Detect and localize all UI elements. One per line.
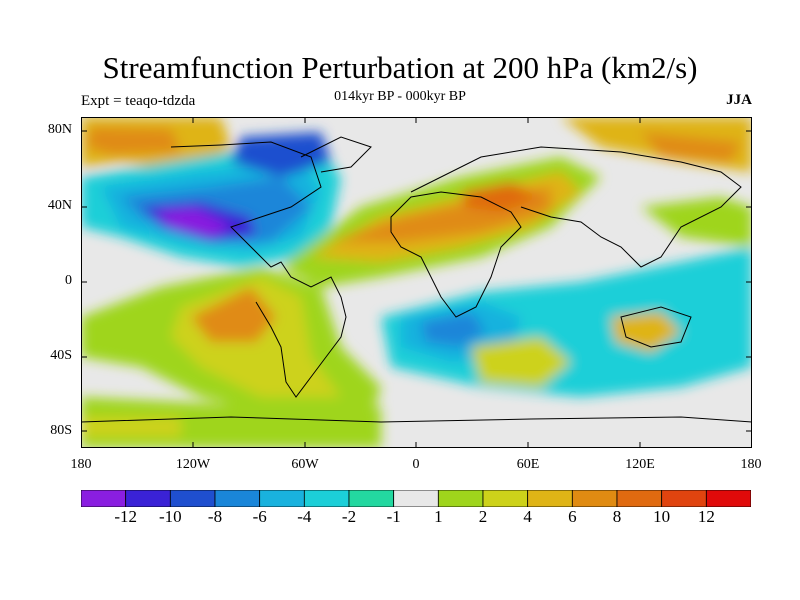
y-label-eq: 0 [65, 273, 72, 288]
colorbar-label: 4 [523, 507, 532, 526]
coastlines [81, 136, 752, 423]
colorbar-label: -4 [297, 507, 312, 526]
colorbar-swatch [214, 490, 261, 507]
colorbar-label: -1 [386, 507, 401, 526]
colorbar-label: 1 [434, 507, 443, 526]
colorbar-label: -12 [114, 507, 137, 526]
colorbar-swatch [571, 490, 618, 507]
colorbar-label: -8 [207, 507, 223, 526]
y-label-40s: 40S [50, 348, 72, 363]
season-label: JJA [726, 92, 752, 108]
x-label-120w: 120W [175, 457, 211, 472]
contour-fill [81, 117, 752, 448]
colorbar-label: 6 [568, 507, 577, 526]
colorbar-swatch [705, 490, 751, 507]
colorbar [81, 490, 751, 507]
x-label-180e: 180 [740, 457, 762, 472]
colorbar-swatch [661, 490, 707, 507]
colorbar-swatch [437, 490, 484, 507]
streamfunction-map [81, 117, 752, 448]
colorbar-swatch [125, 490, 171, 507]
colorbar-label: -6 [252, 507, 267, 526]
colorbar-swatch [348, 490, 395, 507]
colorbar-swatch [482, 490, 529, 507]
x-label-0: 0 [412, 457, 420, 472]
colorbar-label: 8 [612, 507, 622, 526]
x-label-60w: 60W [291, 457, 319, 472]
x-label-120e: 120E [625, 457, 655, 472]
x-label-180w: 180 [70, 457, 92, 472]
colorbar-label: -2 [341, 507, 357, 526]
axis-ticks [81, 117, 752, 448]
colorbar-swatch [303, 490, 350, 507]
colorbar-swatch [81, 490, 127, 507]
colorbar-swatch [527, 490, 573, 507]
experiment-label: Expt = teaqo-tdzda [81, 93, 196, 109]
x-label-60e: 60E [516, 457, 540, 472]
colorbar-label: 12 [697, 507, 715, 526]
colorbar-label: 10 [653, 507, 671, 526]
colorbar-swatch [259, 490, 305, 507]
plot-title: Streamfunction Perturbation at 200 hPa (… [102, 50, 698, 85]
colorbar-swatch [393, 490, 439, 507]
colorbar-swatch [616, 490, 663, 507]
colorbar-label: 2 [478, 507, 488, 526]
colorbar-label: -10 [158, 507, 182, 526]
plot-subtitle: 014kyr BP - 000kyr BP [334, 89, 466, 104]
y-label-40n: 40N [47, 198, 72, 213]
y-label-80s: 80S [50, 423, 72, 438]
y-label-80n: 80N [47, 122, 72, 137]
colorbar-swatch [169, 490, 216, 507]
